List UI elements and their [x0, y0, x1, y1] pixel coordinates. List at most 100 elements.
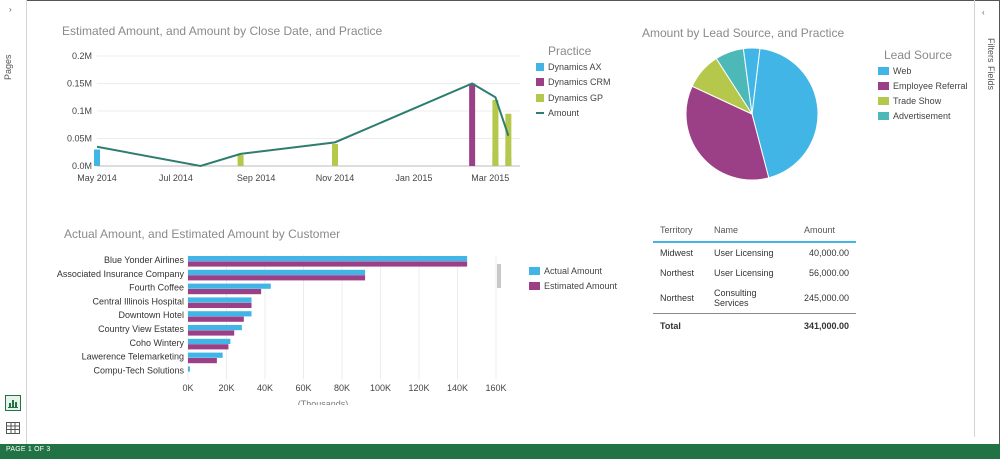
x-tick-label: 60K	[295, 383, 311, 393]
category-label: Blue Yonder Airlines	[104, 255, 185, 265]
bar	[505, 113, 512, 166]
bar	[492, 100, 499, 166]
chart-scrollbar[interactable]	[497, 258, 501, 370]
bar	[188, 330, 235, 336]
legend-line-swatch	[536, 112, 544, 114]
x-tick-label: Sep 2014	[237, 173, 276, 183]
filters-tab[interactable]: Filters	[986, 38, 996, 63]
bar	[188, 261, 468, 267]
category-label: Lawerence Telemarketing	[82, 352, 184, 362]
lead-source-pie-chart[interactable]	[680, 44, 825, 184]
x-tick-label: 0K	[182, 383, 193, 393]
legend-label: Web	[893, 66, 912, 76]
legend-swatch	[878, 97, 889, 105]
legend-dynamics-ax[interactable]: Dynamics AX	[536, 62, 602, 72]
table-total-row: Total 341,000.00	[653, 313, 857, 336]
practice-legend-title: Practice	[548, 44, 592, 58]
legend-dynamics-gp[interactable]: Dynamics GP	[536, 93, 603, 103]
legend-label: Dynamics CRM	[548, 77, 611, 87]
legend-swatch	[536, 78, 544, 86]
legend-swatch	[529, 267, 540, 275]
x-tick-label: Jan 2015	[395, 173, 432, 183]
chart-view-icon[interactable]	[5, 395, 21, 411]
lead-source-legend-title: Lead Source	[884, 48, 953, 62]
legend-dynamics-crm[interactable]: Dynamics CRM	[536, 77, 611, 87]
fields-tab[interactable]: Fields	[986, 66, 996, 91]
bar	[188, 269, 366, 275]
legend-label: Trade Show	[893, 96, 942, 106]
category-label: Central Illinois Hospital	[92, 296, 184, 306]
pie-slice	[685, 85, 770, 181]
estimated-amount-chart[interactable]: 0.0M 0.05M 0.1M 0.15M 0.2M May 2014 Jul 2014 Se…	[60, 45, 530, 190]
bar	[188, 289, 262, 295]
legend-label: Advertisement	[893, 111, 951, 121]
total-empty	[707, 313, 797, 336]
x-tick-label: 160K	[485, 383, 506, 393]
pages-pane-label[interactable]: Pages	[3, 54, 13, 80]
y-tick-label: 0.0M	[72, 161, 92, 171]
column-header-name[interactable]: Name	[707, 222, 797, 243]
legend-swatch	[878, 82, 889, 90]
cell-amount: 40,000.00	[809, 248, 850, 258]
legend-employee-referral[interactable]: Employee Referral	[878, 81, 968, 91]
legend-web[interactable]: Web	[878, 66, 911, 76]
pie-slice	[742, 47, 761, 115]
column-header-territory[interactable]: Territory	[653, 222, 707, 243]
legend-advertisement[interactable]: Advertisement	[878, 111, 951, 121]
category-label: Compu-Tech Solutions	[93, 365, 184, 375]
x-tick-label: Jul 2014	[159, 173, 193, 183]
table-view-icon[interactable]	[5, 421, 21, 437]
territory-table[interactable]: Territory Name Amount Midwest User Licen…	[653, 222, 857, 336]
y-tick-label: 0.05M	[67, 134, 92, 144]
bar	[94, 149, 100, 166]
cell-amount: 56,000.00	[809, 268, 850, 278]
x-tick-label: 140K	[447, 383, 468, 393]
table-header-row: Territory Name Amount	[653, 222, 857, 243]
status-bar: PAGE 1 OF 3	[0, 444, 1000, 459]
scrollbar-thumb[interactable]	[497, 264, 501, 288]
column-header-amount[interactable]: Amount	[797, 222, 857, 243]
legend-label: Actual Amount	[544, 266, 603, 276]
legend-swatch	[878, 112, 889, 120]
cell-territory: Northest	[660, 293, 695, 303]
table-row[interactable]: Midwest User Licensing 40,000.00	[653, 242, 856, 263]
x-tick-label: 20K	[218, 383, 234, 393]
pages-pane[interactable]: › Pages	[0, 0, 27, 444]
legend-label: Dynamics GP	[548, 93, 604, 103]
bar	[188, 366, 190, 372]
chevron-left-icon[interactable]: ‹	[982, 8, 985, 17]
bar	[188, 275, 366, 281]
table-row[interactable]: Northest Consulting Services 245,000.00	[653, 283, 856, 314]
pie-slice	[751, 47, 819, 179]
bar	[188, 283, 271, 289]
legend-estimated-amount[interactable]: Estimated Amount	[529, 281, 617, 291]
bar	[188, 302, 252, 308]
cell-amount: 245,000.00	[804, 293, 850, 303]
category-label: Downtown Hotel	[118, 310, 184, 320]
bar	[188, 311, 252, 317]
total-value: 341,000.00	[797, 313, 857, 336]
customer-chart-title: Actual Amount, and Estimated Amount by C…	[64, 227, 341, 241]
estimated-chart-title: Estimated Amount, and Amount by Close Da…	[62, 24, 383, 38]
bar	[188, 352, 223, 358]
x-axis-unit: (Thousands)	[298, 399, 349, 405]
bar	[188, 338, 231, 344]
legend-trade-show[interactable]: Trade Show	[878, 96, 941, 106]
bar	[188, 297, 252, 303]
table-row[interactable]: Northest User Licensing 56,000.00	[653, 263, 856, 283]
legend-label: Estimated Amount	[544, 281, 618, 291]
lead-source-chart-title: Amount by Lead Source, and Practice	[642, 26, 845, 40]
legend-amount[interactable]: Amount	[536, 108, 579, 118]
legend-swatch	[878, 67, 889, 75]
chevron-right-icon[interactable]: ›	[9, 5, 12, 14]
amount-line	[96, 82, 510, 168]
x-tick-label: 40K	[257, 383, 273, 393]
category-label: Country View Estates	[98, 324, 184, 334]
cell-name: User Licensing	[714, 248, 774, 258]
legend-actual-amount[interactable]: Actual Amount	[529, 266, 602, 276]
customer-amount-chart[interactable]: 0K 20K 40K 60K 80K 100K 120K 140K 160K (Thousands…	[40, 250, 510, 405]
y-tick-label: 0.15M	[67, 79, 92, 89]
x-tick-label: 80K	[334, 383, 350, 393]
bar	[188, 316, 244, 322]
page-indicator: PAGE 1 OF 3	[6, 446, 51, 453]
